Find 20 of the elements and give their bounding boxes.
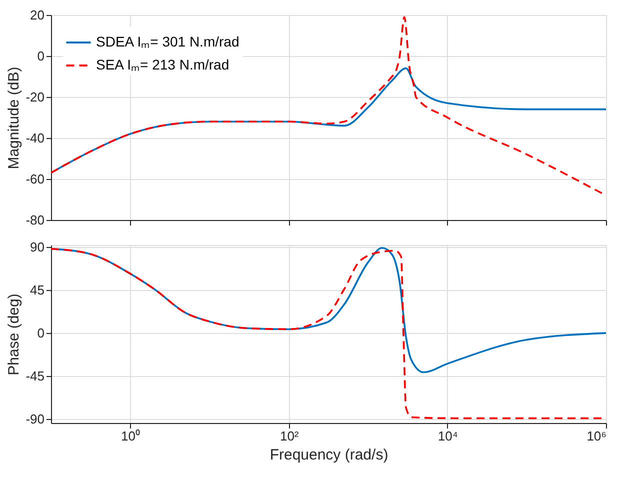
y-axis-title: Magnitude (dB) bbox=[6, 66, 23, 170]
y-tick-label: -90 bbox=[26, 412, 44, 427]
x-tick-label: 10⁴ bbox=[438, 428, 458, 444]
y-tick-label: -20 bbox=[26, 90, 44, 104]
y-tick-label: 0 bbox=[37, 326, 44, 341]
legend-label: SEA Iₘ= 213 N.m/rad bbox=[96, 56, 230, 72]
y-tick-label: 0 bbox=[37, 48, 44, 64]
y-tick-label: -60 bbox=[26, 172, 44, 186]
y-tick-label: 90 bbox=[30, 239, 44, 254]
x-axis-title: Frequency (rad/s) bbox=[270, 446, 388, 464]
x-tick-label: 10² bbox=[280, 428, 300, 444]
legend-label: SDEA Iₘ= 301 N.m/rad bbox=[96, 34, 240, 50]
y-tick-label: -80 bbox=[26, 212, 44, 228]
y-tick-label: -40 bbox=[26, 130, 44, 146]
x-tick-label: 10⁰ bbox=[121, 428, 141, 444]
x-tick-label: 10⁶ bbox=[586, 428, 606, 444]
y-tick-label: 20 bbox=[30, 8, 44, 22]
y-axis-title: Phase (deg) bbox=[6, 294, 23, 376]
y-tick-label: -45 bbox=[26, 368, 44, 384]
y-tick-label: 45 bbox=[30, 282, 44, 298]
